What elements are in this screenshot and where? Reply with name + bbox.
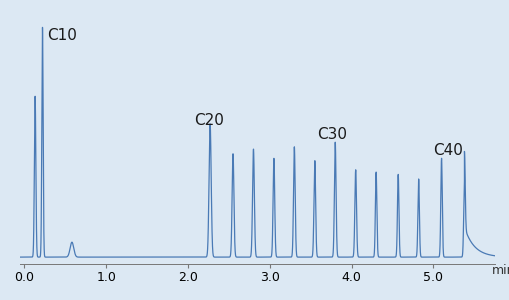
Text: C20: C20 — [194, 113, 224, 128]
Text: C30: C30 — [317, 127, 347, 142]
Text: min: min — [491, 264, 509, 277]
Text: C10: C10 — [47, 28, 77, 44]
Text: C40: C40 — [433, 143, 462, 158]
